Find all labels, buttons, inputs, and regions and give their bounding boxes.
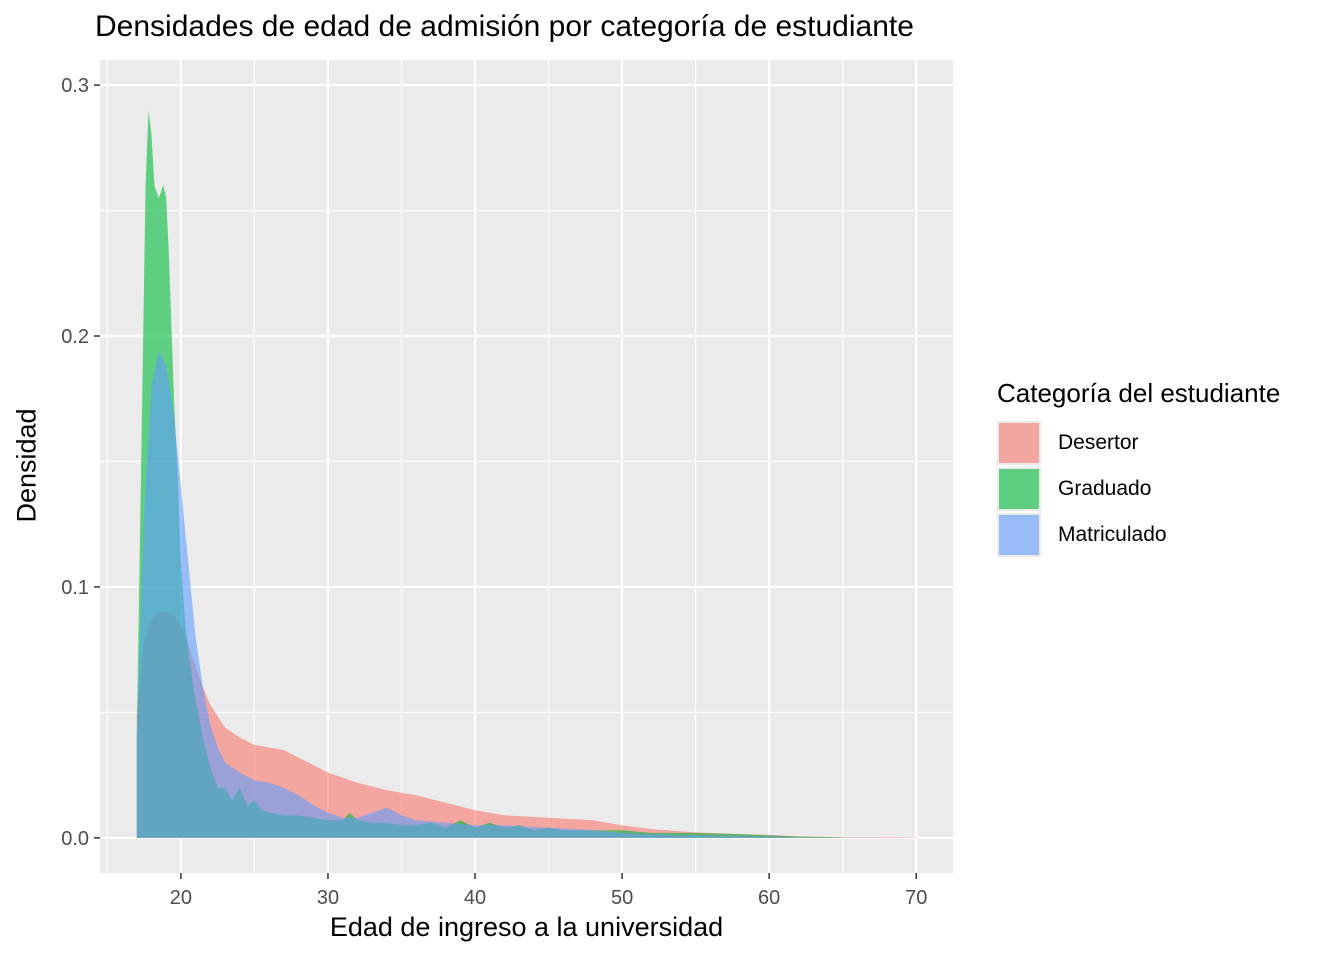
plot-panel — [100, 60, 953, 873]
axis-tick-labels: 20 30 40 50 60 70 0.0 0.1 0.2 0.3 — [61, 75, 927, 909]
legend-swatch-desertor — [999, 423, 1039, 463]
minor-grid — [100, 60, 953, 873]
legend-label: Desertor — [1058, 431, 1139, 454]
density-area-matriculado — [136, 351, 799, 838]
legend-key — [997, 421, 1041, 465]
legend-label: Graduado — [1058, 477, 1152, 500]
x-tick-label: 20 — [170, 887, 192, 909]
legend-swatch-graduado — [999, 469, 1039, 509]
legend-swatch-matriculado — [999, 515, 1039, 555]
y-tick-label: 0.0 — [61, 828, 89, 850]
legend: Categoría del estudiante Desertor Gradua… — [997, 378, 1280, 559]
x-tick-label: 30 — [317, 887, 339, 909]
chart-title: Densidades de edad de admisión por categ… — [95, 10, 914, 43]
legend-label: Matriculado — [1058, 523, 1167, 546]
y-tick-label: 0.1 — [61, 577, 89, 599]
legend-key — [997, 467, 1041, 511]
legend-item-graduado: Graduado — [997, 467, 1280, 513]
x-tick-label: 70 — [905, 887, 927, 909]
y-tick-label: 0.2 — [61, 326, 89, 348]
legend-key — [997, 513, 1041, 557]
legend-title: Categoría del estudiante — [997, 378, 1281, 408]
legend-item-desertor: Desertor — [997, 421, 1280, 467]
x-tick-label: 60 — [758, 887, 780, 909]
x-axis-label: Edad de ingreso a la universidad — [329, 912, 724, 942]
density-areas — [136, 110, 917, 838]
x-tick-label: 40 — [464, 887, 486, 909]
x-tick-label: 50 — [611, 887, 633, 909]
y-tick-label: 0.3 — [61, 75, 89, 97]
y-axis-label: Densidad — [11, 408, 42, 523]
density-area-desertor — [136, 612, 917, 838]
axis-ticks — [94, 84, 917, 879]
legend-item-matriculado: Matriculado — [997, 513, 1280, 559]
